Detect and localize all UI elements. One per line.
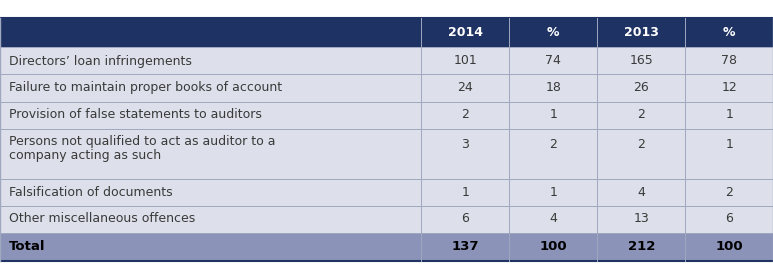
Text: 100: 100 [540, 240, 567, 253]
Bar [0, 232, 421, 260]
Bar [598, 18, 685, 48]
Text: Failure to maintain proper books of account: Failure to maintain proper books of acco… [9, 81, 282, 95]
Text: 2: 2 [637, 108, 645, 121]
Bar [0, 75, 421, 101]
Bar [0, 205, 421, 232]
Bar [421, 48, 509, 75]
Bar [509, 48, 598, 75]
Bar [598, 232, 685, 260]
Bar [0, 48, 421, 75]
Text: 2: 2 [637, 138, 645, 152]
Text: Provision of false statements to auditors: Provision of false statements to auditor… [9, 108, 262, 121]
Text: 1: 1 [725, 108, 733, 121]
Bar [421, 128, 509, 178]
Bar [685, 101, 773, 128]
Text: 1: 1 [550, 108, 557, 121]
Text: Persons not qualified to act as auditor to a
company acting as such: Persons not qualified to act as auditor … [9, 135, 276, 163]
Bar [421, 232, 509, 260]
Bar [509, 178, 598, 205]
Bar [0, 178, 421, 205]
Text: 1: 1 [461, 185, 469, 198]
Text: Total: Total [9, 240, 46, 253]
Bar [598, 128, 685, 178]
Bar [0, 18, 421, 48]
Text: 6: 6 [725, 212, 733, 225]
Bar [421, 178, 509, 205]
Bar [509, 75, 598, 101]
Bar [421, 18, 509, 48]
Bar [685, 205, 773, 232]
Text: 212: 212 [628, 240, 655, 253]
Text: 100: 100 [715, 240, 743, 253]
Bar [0, 101, 421, 128]
Text: 3: 3 [461, 138, 469, 152]
Text: 13: 13 [633, 212, 649, 225]
Text: Falsification of documents: Falsification of documents [9, 185, 173, 198]
Bar [509, 232, 598, 260]
Bar [421, 205, 509, 232]
Text: %: % [547, 26, 560, 39]
Text: 4: 4 [637, 185, 645, 198]
Text: %: % [723, 26, 735, 39]
Text: Directors’ loan infringements: Directors’ loan infringements [9, 54, 192, 68]
Text: 165: 165 [629, 54, 653, 68]
Bar [421, 75, 509, 101]
Bar [598, 48, 685, 75]
Bar [509, 18, 598, 48]
Text: 2013: 2013 [624, 26, 659, 39]
Bar [598, 178, 685, 205]
Bar [421, 101, 509, 128]
Text: 6: 6 [461, 212, 469, 225]
Text: 101: 101 [454, 54, 477, 68]
Text: 1: 1 [725, 138, 733, 152]
Bar [509, 101, 598, 128]
Text: 2: 2 [725, 185, 733, 198]
Bar [685, 48, 773, 75]
Bar [598, 205, 685, 232]
Text: 78: 78 [721, 54, 737, 68]
Text: 12: 12 [721, 81, 737, 95]
Text: Other miscellaneous offences: Other miscellaneous offences [9, 212, 196, 225]
Text: 4: 4 [550, 212, 557, 225]
Text: 26: 26 [633, 81, 649, 95]
Bar [0, 128, 421, 178]
Bar [685, 178, 773, 205]
Text: 18: 18 [545, 81, 561, 95]
Bar [598, 101, 685, 128]
Text: 2014: 2014 [448, 26, 483, 39]
Text: 137: 137 [451, 240, 479, 253]
Bar [685, 18, 773, 48]
Bar [685, 75, 773, 101]
Text: 24: 24 [458, 81, 473, 95]
Bar [685, 128, 773, 178]
Text: 1: 1 [550, 185, 557, 198]
Bar [598, 75, 685, 101]
Bar [685, 232, 773, 260]
Bar [509, 128, 598, 178]
Text: 2: 2 [461, 108, 469, 121]
Bar [509, 205, 598, 232]
Text: 2: 2 [550, 138, 557, 152]
Text: 74: 74 [545, 54, 561, 68]
